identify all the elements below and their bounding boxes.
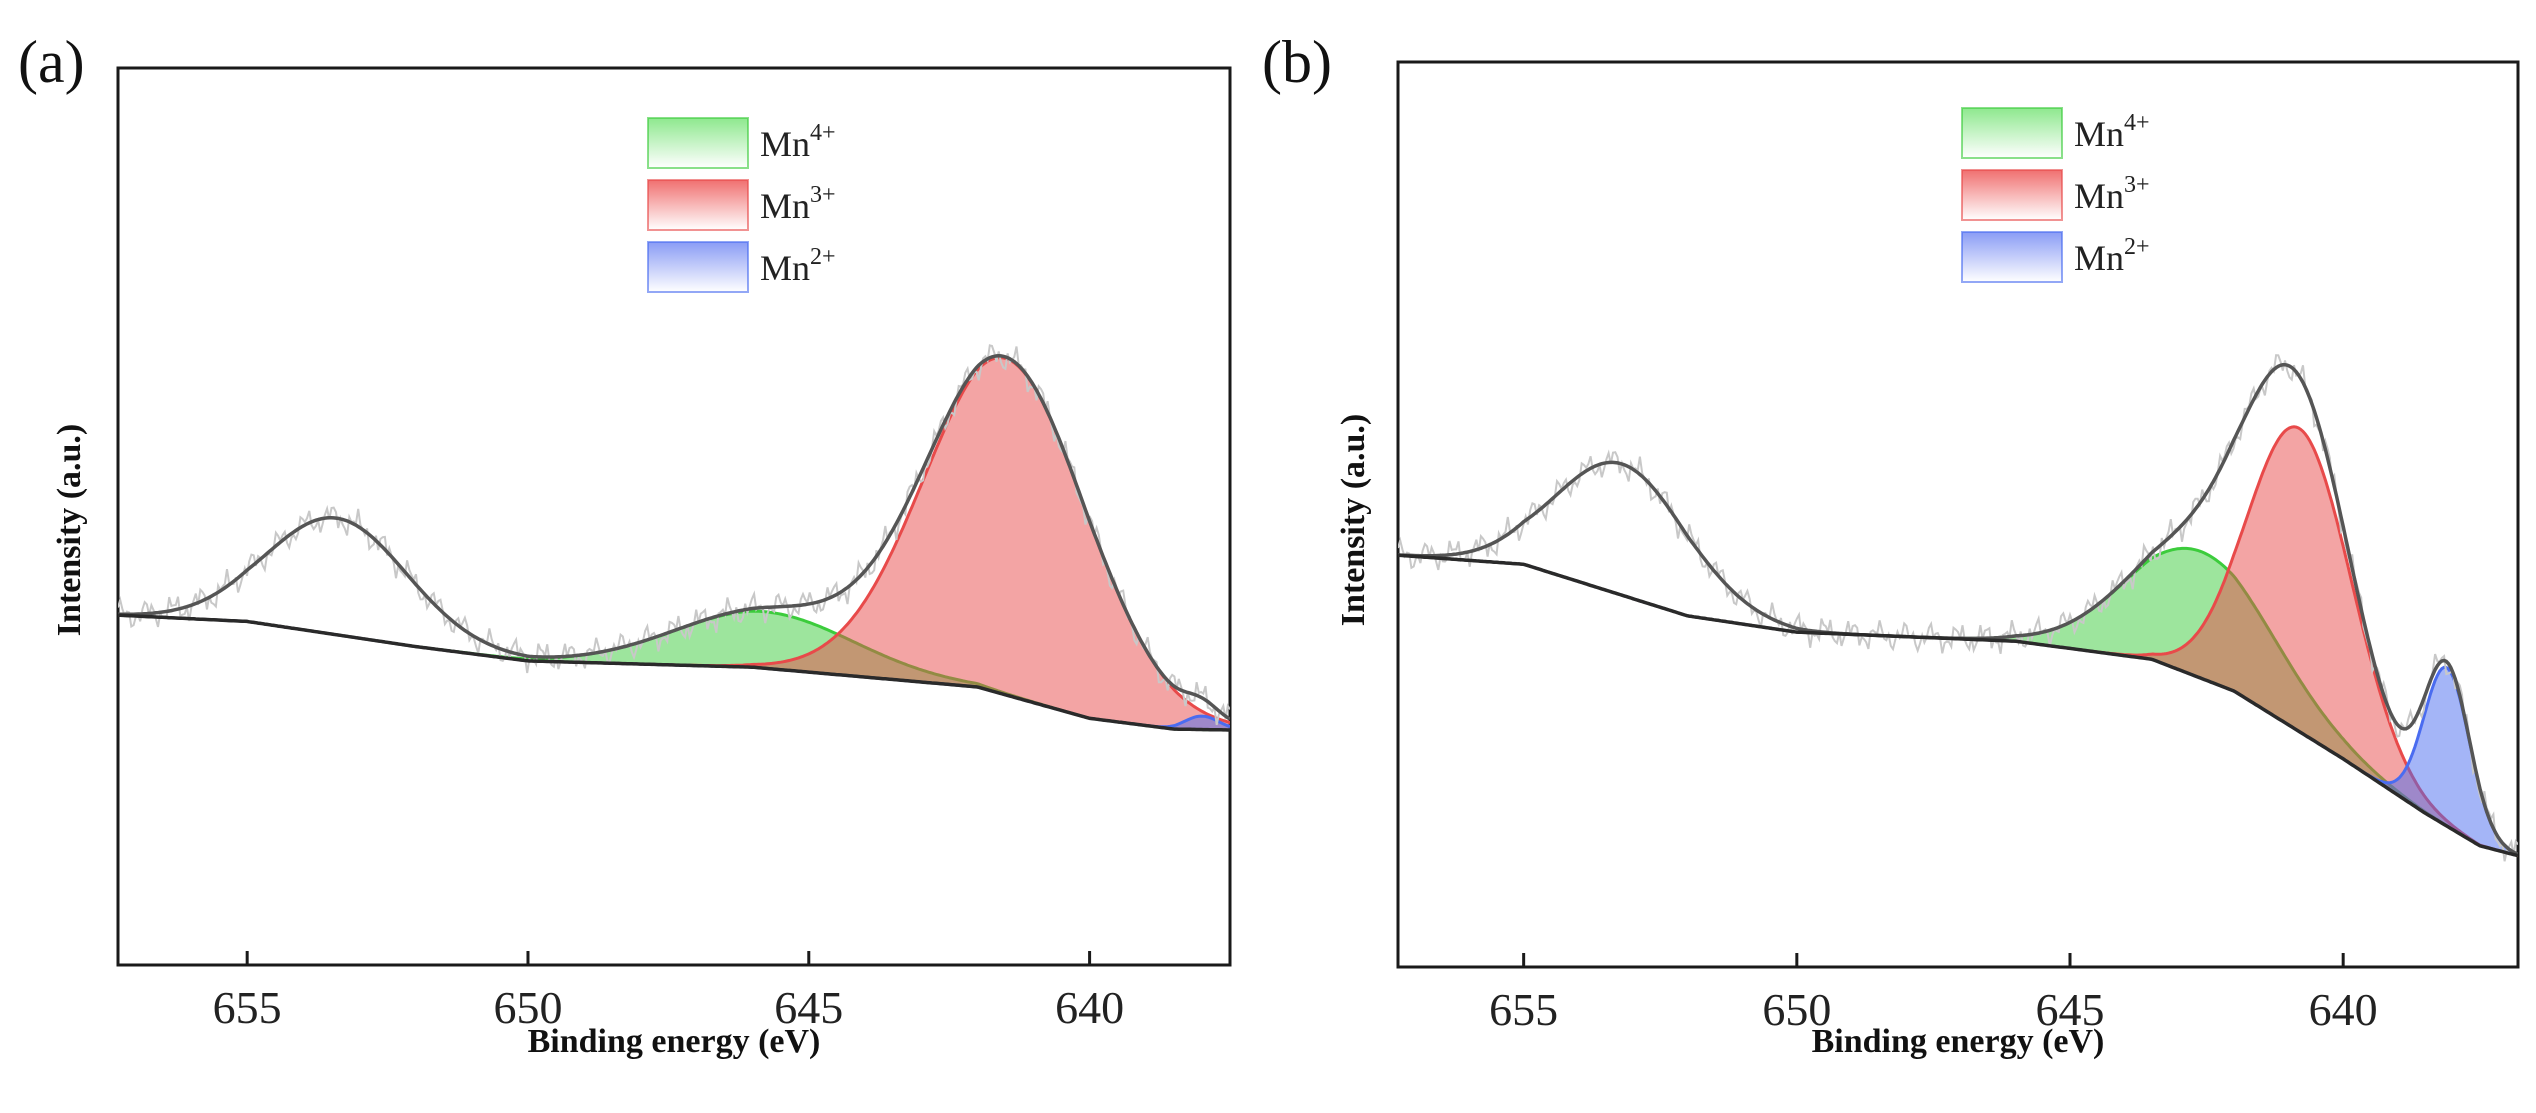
legend-swatch-mn3 [647,179,749,231]
legend-label-mn4: Mn4+ [2074,110,2150,154]
x-axis-title-b: Binding energy (eV) [1812,1023,2105,1060]
legend-a: Mn4+ Mn3+ Mn2+ [647,117,836,293]
legend-label-mn2: Mn2+ [760,244,836,288]
x-tick-label-645: 645 [774,982,843,1033]
legend-swatch-mn4 [647,117,749,169]
x-axis-title-a: Binding energy (eV) [528,1023,821,1060]
peak-fill-mn4 [118,611,1230,730]
legend-swatch-mn3 [1961,169,2063,221]
plot-area-b [1398,354,2518,862]
plot-frame-b [1396,60,2520,969]
legend-label-mn4: Mn4+ [760,120,836,164]
x-tick-label-640: 640 [1055,982,1124,1033]
shirley-background [1398,553,2518,858]
x-tick-label-655: 655 [1489,984,1558,1035]
legend-label-mn2: Mn2+ [2074,234,2150,278]
legend-swatch-mn4 [1961,107,2063,159]
peak-fill-mn3 [118,357,1230,730]
x-axis-a: 655 650 645 640 [213,951,1124,1033]
plot-frame-a [116,66,1232,967]
shirley-background [118,613,1230,732]
x-axis-b: 655 650 645 640 [1489,953,2378,1035]
x-tick-label-645: 645 [2036,984,2105,1035]
x-tick-label-640: 640 [2309,984,2378,1035]
x-tick-label-650: 650 [493,982,562,1033]
panel-a: (a) 655 650 645 640 Binding energy (eV) Int… [18,29,1232,1060]
legend-label-mn3: Mn3+ [2074,172,2150,216]
y-axis-title-b: Intensity (a.u.) [1335,414,1372,627]
legend-swatch-mn2 [647,241,749,293]
panel-label-b: (b) [1262,29,1332,95]
x-tick-label-655: 655 [213,982,282,1033]
plot-area-a [118,344,1230,732]
legend-b: Mn4+ Mn3+ Mn2+ [1961,107,2150,283]
y-axis-title-a: Intensity (a.u.) [51,424,88,637]
panel-label-a: (a) [18,29,85,95]
legend-label-mn3: Mn3+ [760,182,836,226]
peak-fill-mn3 [1398,426,2518,856]
legend-swatch-mn2 [1961,231,2063,283]
fit-envelope [118,354,1230,721]
x-tick-label-650: 650 [1762,984,1831,1035]
panel-b: (b) 655 650 645 640 Binding energy (eV) Int… [1262,29,2520,1060]
